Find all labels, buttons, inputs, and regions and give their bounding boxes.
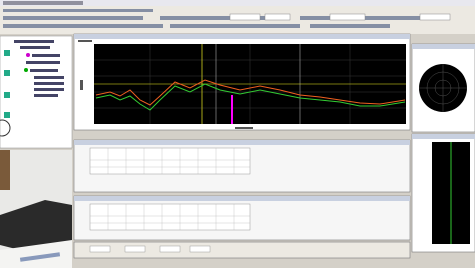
strip-title (412, 134, 475, 139)
table-title (74, 140, 410, 145)
data-table (90, 204, 250, 230)
screenshot (0, 0, 475, 268)
data-table (90, 148, 250, 174)
status-panel (74, 242, 410, 258)
page: (() => { const data = JSON.parse(documen… (0, 0, 475, 268)
polar-title (412, 44, 475, 49)
table-title (74, 196, 410, 201)
tree-panel (0, 36, 72, 148)
chart-window-title (74, 34, 410, 39)
window-title (3, 1, 83, 5)
photo-shelf (0, 150, 10, 190)
